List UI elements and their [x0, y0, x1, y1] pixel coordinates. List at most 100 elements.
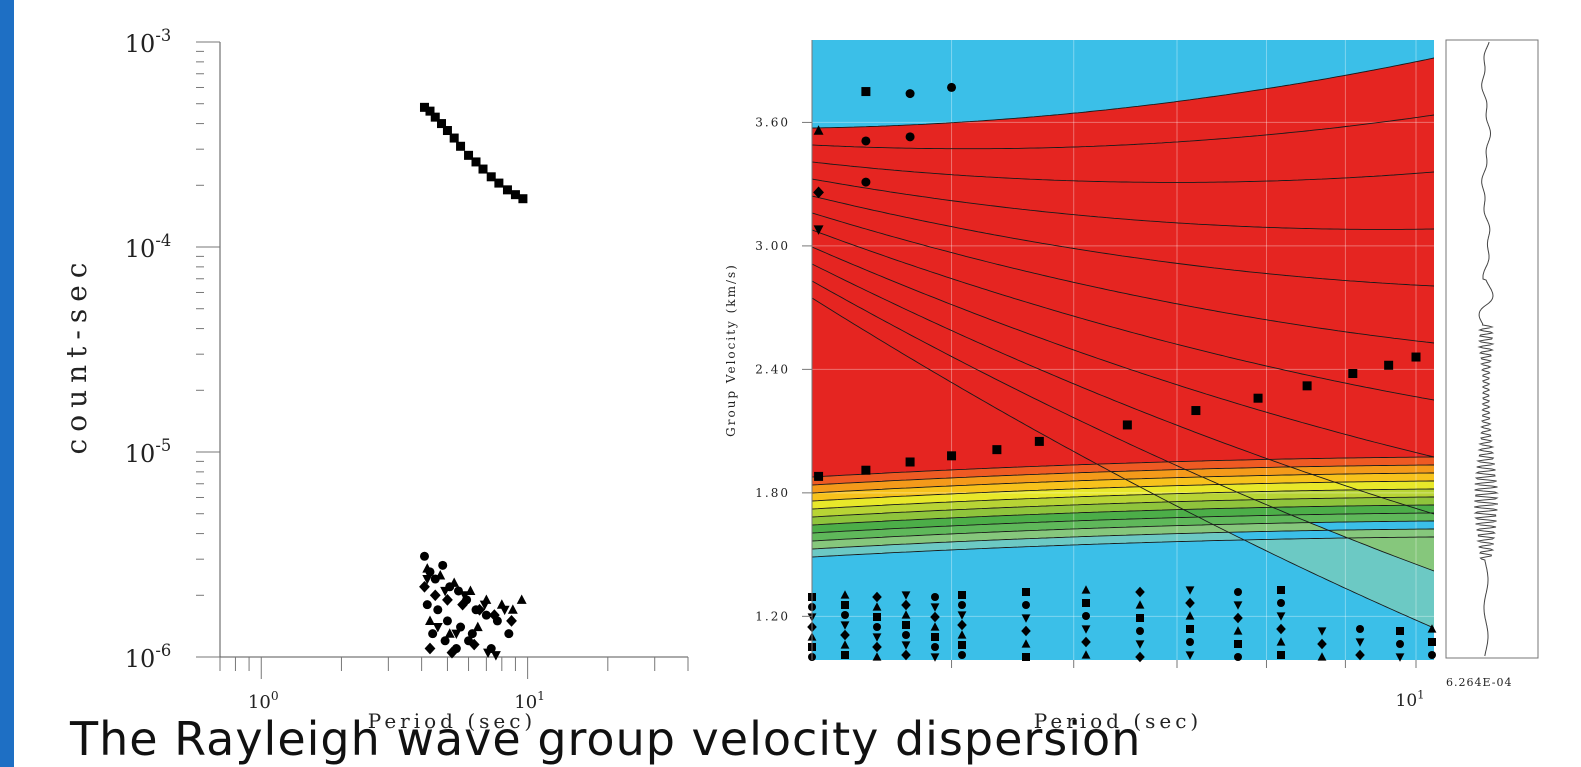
- ridge-point: [1122, 420, 1132, 430]
- low-velocity-point: [1276, 637, 1286, 646]
- amplitude-point: [422, 563, 433, 573]
- low-velocity-point: [1233, 612, 1243, 624]
- low-velocity-point: [840, 590, 850, 599]
- low-velocity-point: [1356, 625, 1364, 633]
- ridge-point: [992, 445, 1002, 455]
- low-velocity-point: [1276, 612, 1286, 621]
- amplitude-point: [502, 185, 512, 195]
- low-velocity-point: [1317, 638, 1327, 650]
- low-velocity-point: [931, 633, 939, 641]
- ridge-point: [1253, 393, 1263, 403]
- amplitude-point: [456, 141, 466, 151]
- ridge-point: [1191, 406, 1201, 416]
- amplitude-point: [442, 616, 452, 626]
- low-velocity-point: [930, 603, 940, 612]
- ridge-point: [1348, 368, 1358, 378]
- low-velocity-point: [1185, 651, 1195, 660]
- dispersion-markers: [807, 82, 1437, 663]
- dispersion-contour-map: [812, 40, 1434, 660]
- high-velocity-point: [813, 125, 824, 135]
- seismogram-amplitude-label: 6.264E-04: [1446, 676, 1512, 689]
- amplitude-point: [440, 636, 450, 646]
- amplitude-point: [488, 609, 500, 622]
- low-velocity-point: [958, 651, 966, 659]
- low-velocity-point: [1317, 627, 1327, 636]
- low-velocity-point: [1186, 625, 1194, 633]
- amplitude-point: [464, 150, 474, 160]
- velocity-y-tick-label: 1.20: [755, 609, 790, 623]
- amplitude-spectrum-panel: count-sec Period (sec) 10-310-410-510-61…: [60, 26, 689, 733]
- velocity-y-tick-label: 2.40: [755, 362, 790, 376]
- contour-line: [812, 464, 1434, 486]
- amplitude-point: [449, 577, 460, 587]
- low-velocity-point: [1428, 638, 1436, 646]
- low-velocity-point: [901, 649, 911, 661]
- contour-line: [812, 178, 1434, 230]
- low-velocity-point: [1022, 588, 1030, 596]
- low-velocity-point: [1276, 623, 1286, 635]
- amplitude-point: [425, 615, 435, 625]
- amplitude-point: [428, 629, 438, 639]
- velocity-y-tick-label: 3.60: [755, 115, 790, 129]
- amplitude-point: [442, 594, 453, 606]
- low-velocity-point: [902, 621, 910, 629]
- contour-line: [812, 229, 1434, 401]
- amplitude-point: [422, 575, 433, 585]
- amplitude-point: [478, 164, 488, 174]
- low-velocity-point: [841, 601, 849, 609]
- low-velocity-point: [1135, 600, 1145, 609]
- low-velocity-point: [1317, 652, 1327, 661]
- amplitude-point: [507, 604, 518, 614]
- low-velocity-point: [1081, 625, 1091, 634]
- low-velocity-point: [1355, 638, 1365, 647]
- low-velocity-point: [1081, 585, 1091, 594]
- dispersion-x-tick-label: 101: [1396, 687, 1425, 711]
- low-velocity-point: [901, 591, 911, 600]
- high-velocity-point: [905, 89, 915, 99]
- low-velocity-point: [901, 599, 911, 611]
- low-velocity-point: [840, 640, 850, 649]
- low-velocity-point: [1021, 639, 1031, 648]
- low-velocity-point: [957, 630, 967, 639]
- low-velocity-point: [1428, 651, 1436, 659]
- amplitude-point: [438, 560, 448, 570]
- amplitude-axes: 10-3 10-4 10-5 10-6 100 101: [125, 26, 689, 713]
- low-velocity-point: [873, 613, 881, 621]
- amplitude-point: [444, 628, 455, 638]
- low-velocity-point: [872, 652, 882, 661]
- contour-line: [812, 512, 1434, 534]
- low-velocity-point: [1427, 624, 1437, 633]
- low-velocity-point: [957, 611, 967, 620]
- low-velocity-point: [902, 631, 910, 639]
- high-velocity-point: [813, 186, 824, 199]
- contour-line: [812, 496, 1434, 518]
- high-velocity-point: [813, 225, 824, 235]
- seismogram-trace: [1473, 41, 1499, 657]
- amplitude-y-tick-label: 10-3: [125, 26, 171, 58]
- amplitude-point: [419, 551, 429, 561]
- amplitude-point: [459, 591, 470, 601]
- low-velocity-point: [840, 629, 850, 641]
- amplitude-point: [467, 629, 477, 639]
- amplitude-point: [419, 102, 429, 112]
- high-velocity-point: [861, 177, 871, 187]
- contour-line: [812, 536, 1434, 558]
- amplitude-point: [474, 603, 485, 616]
- amplitude-point: [499, 605, 510, 616]
- amplitude-x-tick-label: 100: [248, 689, 279, 713]
- ridge-point: [947, 451, 957, 461]
- low-velocity-point: [1185, 586, 1195, 595]
- amplitude-point: [486, 172, 496, 182]
- low-velocity-point: [841, 651, 849, 659]
- low-velocity-point: [1185, 611, 1195, 620]
- low-velocity-point: [1185, 597, 1195, 609]
- contour-line: [812, 297, 1434, 629]
- ridge-point: [1302, 381, 1312, 391]
- amplitude-point: [456, 622, 466, 632]
- amplitude-point: [518, 194, 528, 204]
- dispersion-panel: 1.20 1.80 2.40 3.00 3.60 101 Group Velocity (…: [724, 40, 1437, 733]
- low-velocity-point: [1022, 601, 1030, 609]
- amplitude-point: [446, 646, 458, 659]
- low-velocity-point: [958, 601, 966, 609]
- low-velocity-point: [901, 641, 911, 650]
